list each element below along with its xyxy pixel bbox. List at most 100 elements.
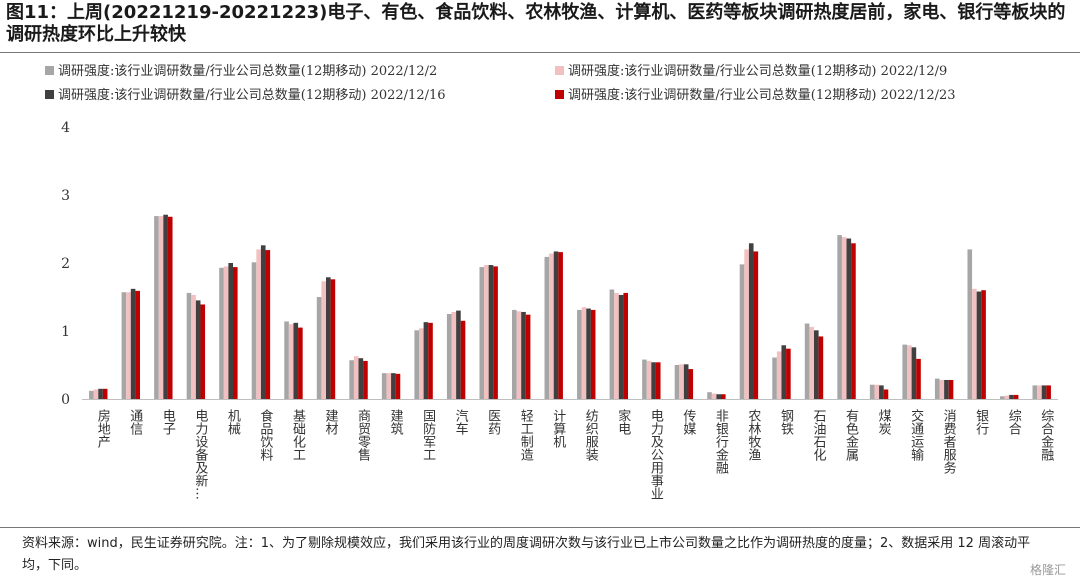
bar — [879, 385, 884, 399]
bar — [1032, 385, 1038, 399]
bar — [688, 369, 694, 399]
bar — [233, 267, 238, 399]
bar — [479, 267, 485, 399]
bar — [577, 309, 582, 399]
bar — [874, 384, 880, 399]
legend-swatch — [555, 90, 564, 99]
bar — [126, 292, 131, 399]
bar — [102, 388, 108, 399]
bar — [804, 323, 810, 399]
bar — [851, 243, 856, 399]
x-tick-label: 食品饮料 — [257, 408, 273, 461]
x-tick-label: 汽车 — [453, 409, 469, 435]
bar — [1037, 385, 1042, 399]
bar — [363, 360, 368, 399]
x-tick-label: 家电 — [615, 408, 631, 435]
bar — [814, 330, 819, 399]
footer-divider — [0, 527, 1080, 528]
bar — [623, 292, 628, 399]
bar — [460, 320, 466, 399]
y-tick-label: 0 — [61, 392, 70, 408]
bar — [683, 364, 689, 399]
x-tick-label: 石油石化 — [811, 409, 827, 462]
x-tick-label: 商贸零售 — [355, 409, 371, 461]
x-tick-label: 计算机 — [550, 409, 566, 449]
bar — [948, 379, 954, 399]
bar — [219, 267, 224, 399]
x-tick-label: 电子 — [160, 409, 176, 435]
x-tick-label: 消费者服务 — [941, 409, 957, 474]
legend-label: 调研强度:该行业调研数量/行业公司总数量(12期移动) 2022/12/9 — [568, 64, 948, 79]
bar — [158, 216, 164, 399]
bar — [744, 249, 749, 399]
y-tick-label: 4 — [61, 120, 70, 136]
bar — [395, 373, 401, 399]
bar — [711, 393, 717, 399]
bar — [288, 324, 294, 399]
bar — [651, 362, 656, 399]
bar — [223, 266, 229, 399]
bar — [191, 294, 196, 399]
source-note: 资料来源：wind，民生证券研究院。注：1、为了剔除规模效应，我们采用该行业的周… — [22, 536, 1031, 573]
x-tick-label: 传媒 — [680, 409, 696, 435]
bar — [167, 216, 173, 399]
bar — [753, 251, 759, 399]
bar — [358, 358, 364, 399]
x-tick-label: 综合金融 — [1038, 409, 1054, 461]
bar — [609, 289, 615, 399]
bar — [846, 238, 852, 399]
bar — [195, 300, 201, 399]
bar — [525, 314, 531, 399]
bar — [98, 388, 103, 399]
bar — [353, 356, 359, 399]
bar — [809, 326, 814, 399]
bar — [748, 243, 754, 399]
bar — [837, 235, 842, 399]
bar — [1041, 385, 1047, 399]
bar — [781, 345, 787, 399]
bar — [93, 389, 99, 399]
x-tick-label: 电力设备及新… — [192, 409, 208, 500]
bar — [423, 322, 429, 399]
bar — [1046, 385, 1051, 399]
x-tick-label: 电力及公用事业 — [648, 409, 664, 500]
bar — [976, 291, 982, 399]
bar — [786, 348, 791, 399]
bar — [707, 392, 712, 399]
y-tick-label: 2 — [61, 256, 70, 272]
bar — [776, 351, 782, 399]
bar — [330, 279, 336, 399]
bar — [944, 379, 949, 399]
bar — [391, 373, 396, 399]
bar — [381, 373, 387, 399]
bar — [586, 308, 591, 399]
legend-label: 调研强度:该行业调研数量/行业公司总数量(12期移动) 2022/12/16 — [58, 88, 446, 103]
x-tick-label: 机械 — [225, 409, 241, 435]
bar — [674, 365, 680, 399]
legend-entry: 调研强度:该行业调研数量/行业公司总数量(12期移动) 2022/12/9 — [555, 60, 947, 79]
bar — [521, 311, 526, 399]
bar — [614, 292, 619, 399]
y-tick-label: 1 — [61, 324, 70, 340]
bar — [907, 345, 912, 399]
legend-swatch — [555, 66, 564, 75]
bar — [679, 364, 684, 399]
bar — [186, 292, 192, 399]
bar — [581, 307, 587, 399]
x-tick-label: 农林牧渔 — [745, 409, 761, 461]
bar — [256, 249, 261, 399]
x-tick-label: 国防军工 — [420, 409, 436, 461]
x-tick-label: 非银行金融 — [713, 409, 729, 474]
bar — [655, 362, 661, 399]
legend-label: 调研强度:该行业调研数量/行业公司总数量(12期移动) 2022/12/2 — [58, 64, 438, 79]
bar — [902, 344, 907, 399]
legend-entry: 调研强度:该行业调研数量/行业公司总数量(12期移动) 2022/12/16 — [45, 84, 446, 103]
bar — [284, 321, 289, 399]
bar — [772, 357, 777, 399]
x-tick-label: 银行 — [973, 409, 989, 436]
bar — [200, 304, 206, 399]
bar — [488, 265, 494, 399]
bar — [721, 394, 726, 399]
bar — [549, 253, 554, 399]
bar — [553, 251, 559, 399]
